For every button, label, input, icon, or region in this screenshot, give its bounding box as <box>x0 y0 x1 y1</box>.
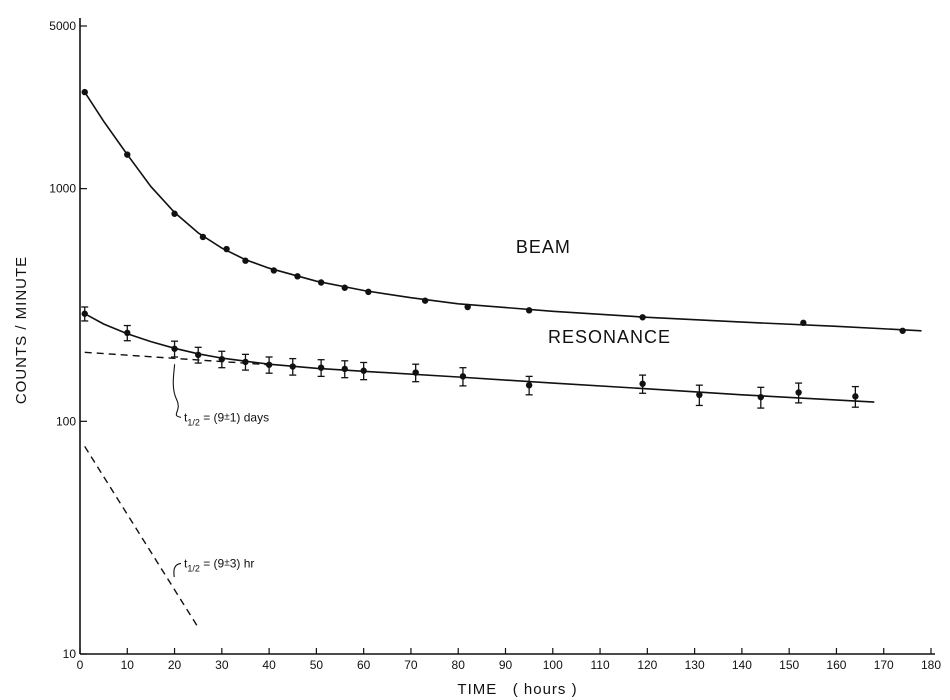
beam-data-point <box>124 151 131 158</box>
x-tick-label: 20 <box>168 658 182 672</box>
x-tick-label: 60 <box>357 658 371 672</box>
resonance-data-point <box>852 393 859 400</box>
beam-data-point <box>421 297 429 304</box>
beam-data-point <box>317 279 325 286</box>
beam-fit-curve <box>84 91 922 332</box>
x-tick-label: 120 <box>637 658 657 672</box>
beam-data-point <box>294 273 301 280</box>
reference-dashed-line <box>84 446 199 628</box>
annotation-labels: BEAM RESONANCE t1/2 = (9±1) days t1/2 = (9±… <box>172 237 671 578</box>
resonance-data-point <box>124 329 131 337</box>
resonance-label: RESONANCE <box>548 327 671 347</box>
resonance-data-point <box>265 361 273 368</box>
beam-data-point <box>81 88 88 96</box>
y-tick-label: 1000 <box>49 182 76 196</box>
beam-data-point <box>525 307 533 314</box>
x-tick-label: 170 <box>874 658 894 672</box>
reference-dashed-line <box>84 351 270 366</box>
beam-data-point <box>199 233 207 241</box>
reference-lines <box>84 351 270 628</box>
axes: 0 10 20 30 40 50 60 70 80 90 100 110 120 130 140 150 160… <box>13 18 941 698</box>
resonance-data-point <box>317 364 325 371</box>
y-tick-label: 10 <box>63 647 77 661</box>
short-halflife-leader <box>173 562 182 578</box>
y-axis-title: COUNTS / MINUTE <box>13 256 30 404</box>
resonance-data-point <box>171 345 178 352</box>
resonance-data-point <box>412 369 419 376</box>
x-tick-label: 180 <box>921 658 941 672</box>
resonance-data-point <box>459 373 467 380</box>
beam-data-point <box>800 319 807 327</box>
resonance-data-point <box>194 351 202 359</box>
x-tick-label: 140 <box>732 658 752 672</box>
x-tick-label: 160 <box>826 658 846 672</box>
x-axis-title: TIME ( hours ) <box>457 681 577 698</box>
beam-data-point <box>341 284 348 291</box>
long-halflife-leader <box>172 364 182 418</box>
data-points <box>81 88 906 409</box>
x-tick-label: 70 <box>404 658 418 672</box>
resonance-data-point <box>242 358 249 366</box>
beam-data-point <box>223 245 230 253</box>
resonance-data-point <box>795 389 802 396</box>
short-halflife-label: t1/2 = (9±3) hr <box>184 556 254 573</box>
x-tick-label: 110 <box>590 658 609 672</box>
y-tick-label: 100 <box>56 414 76 428</box>
beam-data-point <box>270 267 278 274</box>
beam-data-point <box>171 210 178 217</box>
beam-label: BEAM <box>516 237 571 257</box>
x-tick-label: 100 <box>543 658 563 672</box>
resonance-data-point <box>81 310 88 317</box>
beam-data-point <box>464 303 471 311</box>
beam-data-point <box>899 327 906 334</box>
x-tick-label: 130 <box>685 658 705 672</box>
x-tick-label: 0 <box>77 658 84 672</box>
beam-data-point <box>639 314 646 321</box>
x-tick-label: 50 <box>310 658 324 672</box>
y-tick-label: 5000 <box>49 19 76 33</box>
resonance-data-point <box>360 367 367 374</box>
x-tick-label: 150 <box>779 658 799 672</box>
x-tick-label: 40 <box>262 658 276 672</box>
resonance-data-point <box>341 365 348 373</box>
x-tick-label: 80 <box>452 658 466 672</box>
fit-curves <box>84 91 922 403</box>
resonance-data-point <box>289 363 296 370</box>
x-tick-label: 90 <box>499 658 513 672</box>
resonance-data-point <box>639 380 646 387</box>
x-tick-label: 10 <box>121 658 135 672</box>
resonance-fit-curve <box>84 312 875 403</box>
resonance-data-point <box>525 381 533 389</box>
beam-data-point <box>242 257 249 264</box>
resonance-data-point <box>218 355 226 363</box>
beam-data-point <box>365 288 372 296</box>
x-tick-label: 30 <box>215 658 229 672</box>
resonance-data-point <box>757 393 764 401</box>
resonance-data-point <box>696 391 703 399</box>
long-halflife-label: t1/2 = (9±1) days <box>184 410 269 427</box>
